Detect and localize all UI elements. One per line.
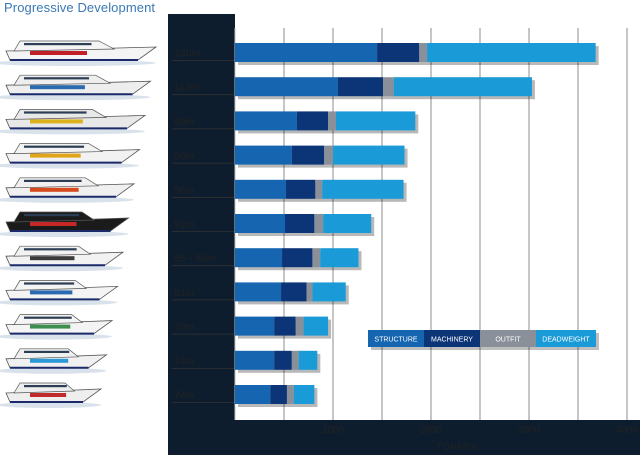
legend-swatch-outfit xyxy=(480,330,536,347)
x-axis-title: TONNES xyxy=(437,442,477,452)
ship-11-icon xyxy=(0,382,103,408)
bar-segment-deadweight xyxy=(333,145,405,165)
category-label: 130m xyxy=(174,48,201,60)
bar-segment-machinery xyxy=(285,179,316,199)
legend-label: OUTFIT xyxy=(495,337,521,344)
bar-segment-deadweight xyxy=(322,179,404,199)
ship-10-icon xyxy=(0,348,108,374)
bar-segment-machinery xyxy=(274,350,292,370)
bar-segment-outfit xyxy=(419,43,428,62)
bar-segment-machinery xyxy=(377,43,420,62)
x-axis: 1000 2000 3000 4000 TONNES xyxy=(322,425,639,452)
legend-swatch-structure xyxy=(368,330,424,347)
bar-segment-outfit xyxy=(382,77,394,97)
legend-swatch-machinery xyxy=(424,330,480,347)
bar-segment-deadweight xyxy=(427,43,596,62)
bar-segment-structure xyxy=(235,350,275,370)
bar-segment-structure xyxy=(235,43,378,62)
bar-segment-structure xyxy=(235,248,283,268)
category-label: 78m xyxy=(174,321,195,333)
bar-segment-machinery xyxy=(281,282,307,302)
ship-5-icon xyxy=(0,177,136,203)
ship-1-icon xyxy=(0,40,158,66)
bar-segment-outfit xyxy=(295,316,304,336)
bar-segment-deadweight xyxy=(323,214,372,233)
ship-icons xyxy=(0,40,158,408)
bar-segment-deadweight xyxy=(393,77,532,97)
bar-segment-outfit xyxy=(312,248,321,268)
ship-6-icon xyxy=(0,211,130,237)
bar-segment-deadweight xyxy=(312,282,346,302)
bar-segment-structure xyxy=(235,316,275,336)
bar-segment-structure xyxy=(235,282,282,302)
category-label: 96m xyxy=(174,184,195,196)
bar-segment-structure xyxy=(235,385,271,404)
category-label: 98m xyxy=(174,116,195,128)
bar-segment-deadweight xyxy=(320,248,359,268)
bar-segment-structure xyxy=(235,179,286,199)
x-tick-label: 4000 xyxy=(616,425,639,436)
bar-segment-structure xyxy=(235,145,292,165)
category-label: 74m xyxy=(174,355,195,367)
bar-segment-machinery xyxy=(291,145,325,165)
ship-9-icon xyxy=(0,314,114,340)
bar-segment-deadweight xyxy=(335,111,416,131)
bar-segment-machinery xyxy=(284,214,315,233)
legend-label: MACHINERY xyxy=(431,337,473,344)
bar-segment-deadweight xyxy=(293,385,315,404)
ship-7-icon xyxy=(0,245,125,272)
category-label: 96m xyxy=(174,150,195,162)
category-label: 81m xyxy=(174,287,195,299)
bar-segment-structure xyxy=(235,111,297,131)
category-label: 85 - 86m xyxy=(174,253,216,265)
x-tick-label: 1000 xyxy=(322,425,345,436)
bar-segment-outfit xyxy=(291,350,299,370)
bars xyxy=(235,43,599,407)
bar-segment-outfit xyxy=(315,179,323,199)
category-labels: 130m 112m 98m 96m 96m 91m 85 - 86m 81m 78m 74m 74m xyxy=(172,48,234,403)
bar-segment-structure xyxy=(235,214,285,233)
category-label: 112m xyxy=(174,82,200,94)
x-tick-label: 3000 xyxy=(518,425,541,436)
x-tick-label: 2000 xyxy=(420,425,443,436)
bar-segment-outfit xyxy=(328,111,336,131)
bar-segment-outfit xyxy=(306,282,313,302)
bar-segment-machinery xyxy=(296,111,329,131)
ship-4-icon xyxy=(0,143,141,169)
ship-2-icon xyxy=(0,74,152,101)
ship-3-icon xyxy=(0,109,147,135)
bar-segment-machinery xyxy=(274,316,296,336)
category-label: 91m xyxy=(174,219,195,231)
bar-segment-outfit xyxy=(314,214,324,233)
bar-segment-outfit xyxy=(324,145,333,165)
bar-segment-deadweight xyxy=(298,350,318,370)
page-title: Progressive Development xyxy=(4,0,156,15)
legend-label: DEADWEIGHT xyxy=(542,337,590,344)
bar-segment-machinery xyxy=(337,77,383,97)
category-label: 74m xyxy=(174,390,195,402)
legend-swatch-deadweight xyxy=(536,330,596,347)
bar-segment-machinery xyxy=(270,385,287,404)
legend: STRUCTURE MACHINERY OUTFIT DEADWEIGHT xyxy=(368,330,599,350)
ship-8-icon xyxy=(0,280,119,306)
bar-segment-outfit xyxy=(286,385,294,404)
bar-segment-machinery xyxy=(282,248,313,268)
bar-segment-deadweight xyxy=(303,316,329,336)
legend-label: STRUCTURE xyxy=(374,337,417,344)
bar-segment-structure xyxy=(235,77,338,97)
